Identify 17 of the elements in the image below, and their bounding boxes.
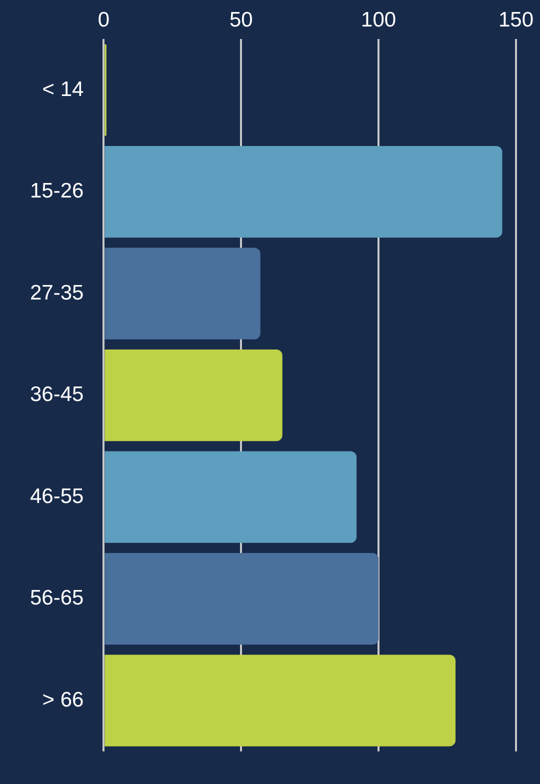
bar	[104, 553, 379, 645]
y-tick-label: 46-55	[30, 484, 84, 508]
y-tick-label: > 66	[42, 688, 84, 712]
bar	[104, 146, 502, 238]
y-tick-label: < 14	[42, 78, 84, 101]
bar	[104, 350, 282, 442]
bar	[104, 248, 260, 340]
bar	[104, 654, 456, 746]
y-tick-label: 27-35	[30, 281, 84, 304]
x-tick-label: 50	[229, 8, 253, 32]
x-tick-label: 100	[361, 8, 396, 32]
y-tick-label: 36-45	[30, 383, 84, 406]
y-tick-label: 15-26	[30, 180, 84, 203]
y-tick-label: 56-65	[30, 586, 84, 610]
bar	[104, 451, 357, 543]
x-tick-label: 150	[498, 8, 534, 32]
x-tick-label: 0	[98, 8, 110, 32]
